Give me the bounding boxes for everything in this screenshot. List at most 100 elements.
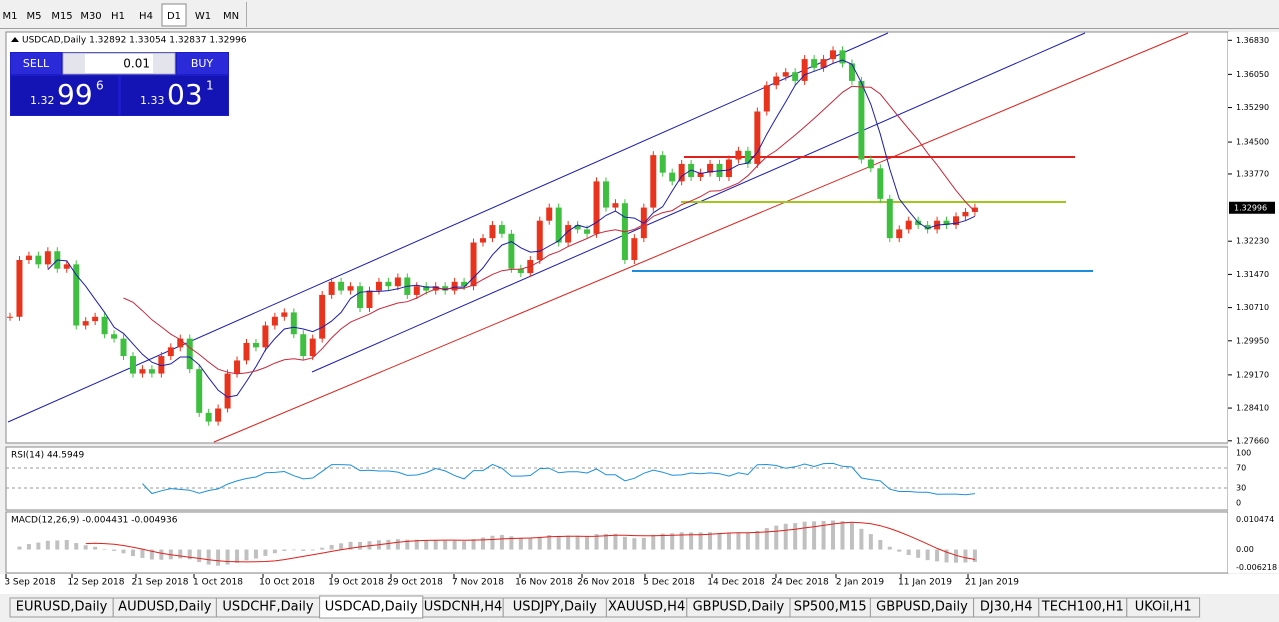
lot-input[interactable] [62, 52, 176, 75]
y-tick-label: 1.30710 [1236, 303, 1269, 312]
macd-bar [386, 539, 391, 550]
bid-big: 1.32 [30, 94, 55, 107]
buy-button[interactable] [177, 53, 228, 74]
symbol-tab-label: USDCAD,Daily [325, 600, 418, 615]
timeframe-button[interactable] [106, 4, 130, 26]
timeframe-label: MN [223, 11, 239, 22]
timeframe-button[interactable] [78, 4, 104, 26]
x-tick-label: 3 Sep 2018 [4, 578, 56, 588]
candle [877, 168, 884, 199]
sell-label: SELL [23, 57, 50, 70]
macd-bar [206, 549, 211, 565]
rsi-tick-label: 70 [1236, 464, 1246, 473]
candle [338, 281, 345, 291]
x-tick-label: 26 Nov 2018 [577, 578, 635, 588]
candle [480, 238, 486, 243]
candle [205, 412, 212, 422]
macd-bar [963, 549, 968, 563]
candle [243, 342, 250, 361]
symbol-tab-label: AUDUSD,Daily [118, 600, 212, 615]
candle [470, 242, 477, 287]
candle [252, 342, 259, 348]
candle [375, 281, 382, 291]
macd-bar [282, 549, 287, 551]
x-tick-label: 12 Sep 2018 [67, 578, 124, 588]
lot-down[interactable] [64, 54, 85, 73]
symbol-tab-label: GBPUSD,Daily [693, 600, 785, 615]
y-tick-label: 1.29950 [1236, 336, 1269, 345]
macd-bar [793, 523, 798, 550]
candle [35, 255, 42, 265]
macd-bar [528, 538, 533, 550]
macd-bar [868, 534, 873, 550]
collapse-icon [11, 37, 19, 42]
lot-up[interactable] [153, 54, 174, 73]
symbol-tab-label: USDCNH,H4 [424, 600, 503, 615]
timeframe-button[interactable] [0, 4, 20, 26]
ask-big: 1.33 [140, 94, 165, 107]
macd-bar [216, 549, 221, 566]
macd-bar [887, 546, 892, 550]
candle [319, 294, 326, 339]
symbol-tab-label: UKOil,H1 [1135, 600, 1192, 615]
candle [25, 255, 32, 260]
x-tick-label: 14 Dec 2018 [707, 578, 765, 588]
candle [461, 281, 468, 287]
candle [631, 238, 638, 260]
candle [92, 316, 99, 322]
macd-bar [660, 533, 665, 550]
ask-box[interactable] [121, 76, 228, 115]
candle [281, 312, 288, 317]
candle [517, 268, 524, 274]
timeframe-button[interactable] [218, 4, 244, 26]
timeframe-button[interactable] [48, 4, 76, 26]
candle [754, 111, 761, 164]
moving-average-fast [47, 59, 976, 398]
rsi-panel [5, 446, 1229, 511]
bid-box[interactable] [11, 76, 118, 115]
one-click-trading: SELL BUY 0.01 1.32 99 6 1.33 03 1 [10, 52, 229, 116]
candle [432, 286, 439, 291]
candle [536, 220, 543, 260]
candle [262, 325, 269, 348]
timeframe-button[interactable] [161, 3, 187, 27]
candle [508, 233, 515, 269]
sell-button[interactable] [11, 53, 61, 74]
candle [489, 225, 496, 239]
timeframe-label: M5 [27, 11, 42, 22]
symbol-tab[interactable] [1126, 597, 1201, 618]
candle [593, 181, 600, 234]
macd-bar [878, 539, 883, 550]
macd-bar [405, 539, 410, 550]
macd-bar [509, 536, 514, 550]
candle [602, 181, 609, 208]
timeframe-button[interactable] [22, 4, 46, 26]
candle [565, 225, 572, 243]
timeframe-label: W1 [195, 11, 211, 22]
chart-header: USDCAD,Daily 1.32892 1.33054 1.32837 1.3… [22, 36, 247, 46]
candle [659, 155, 666, 173]
timeframe-button[interactable] [134, 4, 158, 26]
macd-bar [36, 542, 41, 550]
macd-bar [225, 549, 230, 565]
y-tick-label: 1.29170 [1236, 370, 1269, 379]
y-tick-label: 1.31470 [1236, 270, 1269, 279]
candle [309, 338, 316, 357]
macd-bar [603, 533, 608, 550]
timeframe-button[interactable] [190, 4, 216, 26]
macd-bar [745, 533, 750, 550]
candle [413, 286, 420, 295]
candle [82, 321, 89, 326]
x-tick-label: 24 Dec 2018 [771, 578, 829, 588]
trend-line [213, 32, 1189, 443]
macd-bar [499, 534, 504, 550]
timeframe-label: M30 [80, 11, 101, 22]
symbol-tab-label: XAUUSD,H4 [608, 600, 685, 615]
current-price-label: 1.32996 [1234, 203, 1267, 212]
macd-bar [159, 549, 164, 560]
candle [111, 334, 118, 339]
macd-bar [291, 549, 296, 551]
rsi-tick-label: 0 [1236, 499, 1241, 508]
macd-bar [679, 532, 684, 550]
macd-bar [490, 535, 495, 550]
